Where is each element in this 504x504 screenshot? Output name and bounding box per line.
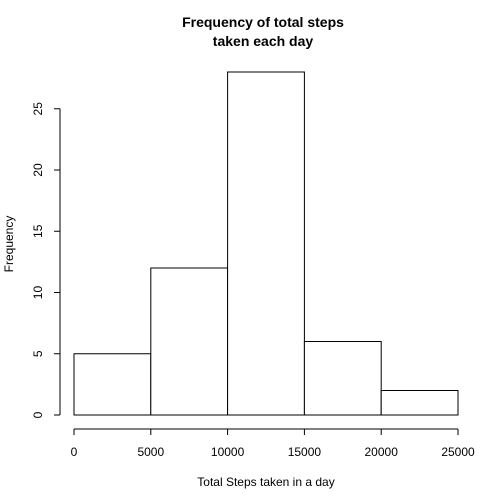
y-tick-label-0: 0 (31, 411, 45, 418)
y-tick-label-4: 20 (31, 163, 45, 177)
y-tick-label-3: 15 (31, 224, 45, 238)
y-tick-label-5: 25 (31, 102, 45, 116)
x-tick-label-2: 10000 (211, 445, 245, 459)
histogram-bar-0 (73, 353, 152, 416)
x-tick-label-5: 25000 (441, 445, 475, 459)
histogram-bar-4 (380, 390, 459, 416)
x-tick-label-1: 5000 (137, 445, 164, 459)
x-tick-label-3: 15000 (288, 445, 322, 459)
chart-title-line-2: taken each day (213, 33, 314, 49)
histogram-bar-1 (150, 267, 229, 416)
chart-title-line-1: Frequency of total steps (182, 14, 344, 30)
bars-group (73, 71, 459, 416)
histogram-bar-3 (303, 341, 382, 416)
y-tick-label-1: 5 (31, 350, 45, 357)
y-axis-label: Frequency (2, 216, 16, 273)
y-axis: 0 5 10 15 20 25 (31, 102, 61, 418)
x-tick-label-4: 20000 (365, 445, 399, 459)
y-tick-label-2: 10 (31, 286, 45, 300)
x-axis-label: Total Steps taken in a day (197, 475, 334, 489)
x-tick-label-0: 0 (71, 445, 78, 459)
histogram-bar-2 (227, 71, 305, 416)
x-axis: 0 5000 10000 15000 20000 25000 (71, 428, 475, 459)
